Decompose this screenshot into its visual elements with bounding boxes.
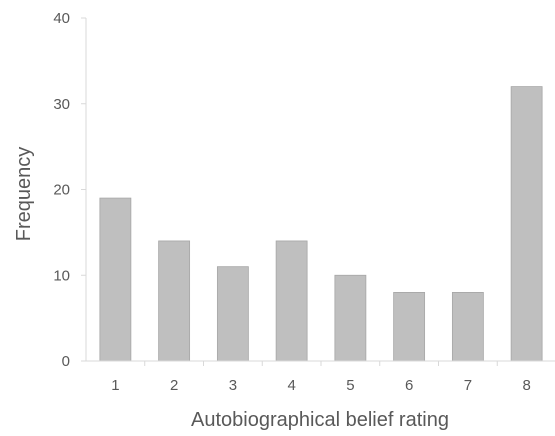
bar-5 xyxy=(334,274,367,362)
y-axis-ticks: 0 10 20 30 40 xyxy=(53,10,86,370)
x-axis-title: Autobiographical belief rating xyxy=(191,409,449,431)
x-tick-label: 2 xyxy=(170,377,178,394)
x-tick-label: 5 xyxy=(346,377,354,394)
y-tick-label: 30 xyxy=(53,96,70,113)
y-tick-label: 40 xyxy=(53,10,70,27)
x-tick-label: 6 xyxy=(405,377,413,394)
x-tick-label: 4 xyxy=(287,377,295,394)
bar-1 xyxy=(99,197,132,362)
y-tick-label: 10 xyxy=(53,267,70,284)
bar-4 xyxy=(275,240,308,362)
x-axis-ticks: 1 2 3 4 5 6 7 8 xyxy=(111,361,531,394)
y-tick-label: 0 xyxy=(62,353,70,370)
bar-8 xyxy=(510,86,543,362)
x-tick-label: 3 xyxy=(229,377,237,394)
x-tick-label: 8 xyxy=(522,377,530,394)
y-tick-label: 20 xyxy=(53,182,70,199)
bar-2 xyxy=(158,240,191,362)
x-tick-label: 7 xyxy=(464,377,472,394)
x-tick-label: 1 xyxy=(111,377,119,394)
bars-group xyxy=(99,86,543,362)
y-axis-title: Frequency xyxy=(13,147,35,242)
bar-6 xyxy=(393,291,426,362)
bar-3 xyxy=(216,266,249,362)
bar-7 xyxy=(451,291,484,362)
